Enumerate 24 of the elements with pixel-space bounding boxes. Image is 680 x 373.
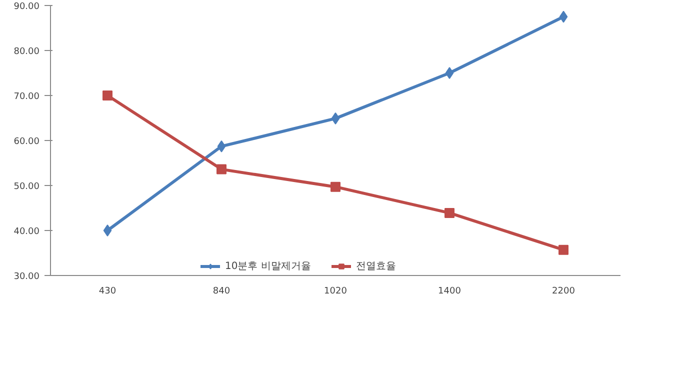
y-tick-label: 90.00: [14, 2, 40, 12]
legend-label: 10분후 비말제거율: [225, 260, 311, 273]
y-tick-label: 50.00: [14, 182, 40, 192]
point: [559, 10, 568, 23]
x-tick-label: 2200: [552, 286, 576, 296]
point: [445, 67, 454, 79]
legend-label: 전열효율: [356, 260, 396, 273]
point: [103, 224, 112, 236]
point: [331, 112, 340, 124]
y-tick-label: 30.00: [14, 272, 40, 282]
x-tick-label: 430: [98, 286, 116, 296]
point: [216, 164, 226, 174]
x-tick-label: 840: [212, 286, 230, 296]
point: [102, 90, 112, 100]
x-tick-label: 1020: [324, 286, 348, 296]
point: [217, 140, 226, 152]
y-tick-label: 70.00: [14, 92, 40, 102]
y-tick-label: 80.00: [14, 47, 40, 57]
point: [330, 182, 340, 192]
y-tick-label: 60.00: [14, 137, 40, 147]
point: [558, 244, 568, 255]
y-tick-label: 40.00: [14, 227, 40, 237]
x-tick-label: 1400: [438, 286, 462, 296]
point: [444, 208, 454, 218]
